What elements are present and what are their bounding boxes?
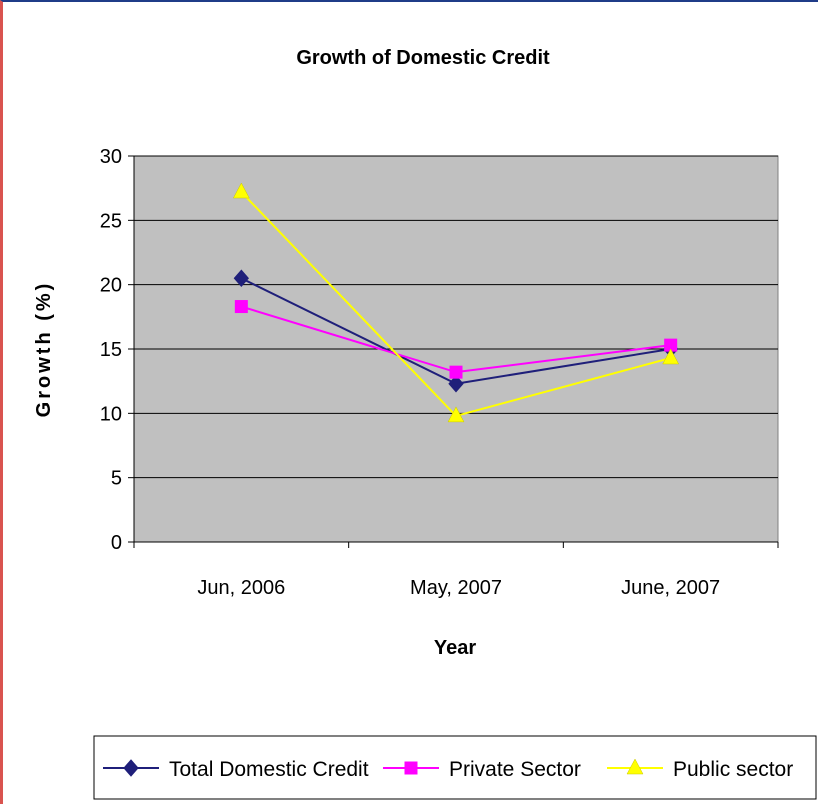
y-axis-label: Growth (%) (33, 281, 55, 418)
chart-title: Growth of Domestic Credit (296, 47, 550, 69)
x-tick-label: Jun, 2006 (197, 577, 285, 599)
y-tick-label: 0 (111, 532, 122, 554)
legend-marker (404, 761, 418, 775)
data-point-marker (447, 406, 465, 423)
y-tick-label: 25 (100, 210, 122, 232)
data-point-marker (233, 269, 249, 287)
x-tick-label: May, 2007 (410, 577, 502, 599)
chart-area: Growth of Domestic Credit 0 5 10 15 20 25 30 J… (17, 14, 818, 806)
data-point-marker (234, 300, 248, 314)
data-point-marker (448, 374, 464, 393)
y-tick-label: 5 (111, 468, 122, 490)
y-tick-label: 30 (100, 146, 122, 168)
legend-items: Total Domestic Credit Private Sector Publi… (103, 758, 793, 781)
legend-marker (123, 759, 139, 777)
data-point-marker (449, 365, 463, 379)
legend-marker (626, 758, 644, 775)
series-markers (232, 182, 680, 423)
y-tick-label: 10 (100, 403, 122, 425)
chart-svg: Growth of Domestic Credit 0 5 10 15 20 25 30 J… (33, 47, 817, 800)
axes (128, 155, 779, 548)
legend-label: Private Sector (449, 758, 581, 781)
legend-label: Total Domestic Credit (169, 758, 369, 781)
data-point-marker (232, 182, 250, 199)
x-tick-labels: Jun, 2006 May, 2007 June, 2007 (197, 577, 720, 599)
gridlines (134, 155, 778, 479)
legend-label: Public sector (673, 758, 793, 781)
y-tick-label: 15 (100, 339, 122, 361)
y-tick-labels: 0 5 10 15 20 25 30 (100, 146, 122, 554)
y-tick-label: 20 (100, 275, 122, 297)
data-point-marker (662, 348, 680, 365)
x-axis-label: Year (434, 637, 476, 659)
x-tick-label: June, 2007 (621, 577, 720, 599)
legend (93, 735, 817, 800)
